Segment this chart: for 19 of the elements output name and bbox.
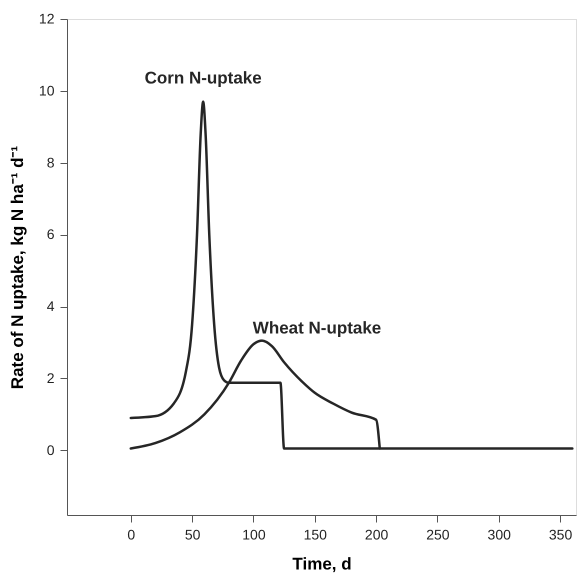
series-label: Corn N-uptake bbox=[144, 68, 262, 88]
x-tick-label: 350 bbox=[548, 526, 572, 542]
x-tick-label: 250 bbox=[426, 526, 450, 542]
x-tick-label: 150 bbox=[304, 526, 328, 542]
x-tick-label: 0 bbox=[127, 526, 136, 542]
y-tick-label: 10 bbox=[38, 82, 55, 98]
x-tick-label: 50 bbox=[184, 526, 201, 542]
y-tick-label: 8 bbox=[46, 154, 55, 170]
x-tick-label: 100 bbox=[242, 526, 266, 542]
y-axis-title: Rate of N uptake, kg N ha⁻¹ d⁻¹ bbox=[8, 145, 27, 390]
x-tick-label: 300 bbox=[488, 526, 512, 542]
y-tick-label: 6 bbox=[46, 226, 55, 242]
x-axis-title: Time, d bbox=[292, 554, 352, 574]
y-tick-label: 0 bbox=[46, 442, 55, 458]
series-label: Wheat N-uptake bbox=[252, 318, 382, 338]
x-tick-label: 200 bbox=[364, 526, 388, 542]
y-tick-label: 12 bbox=[38, 10, 55, 26]
y-tick-label: 2 bbox=[46, 370, 55, 386]
y-tick-label: 4 bbox=[46, 298, 55, 314]
